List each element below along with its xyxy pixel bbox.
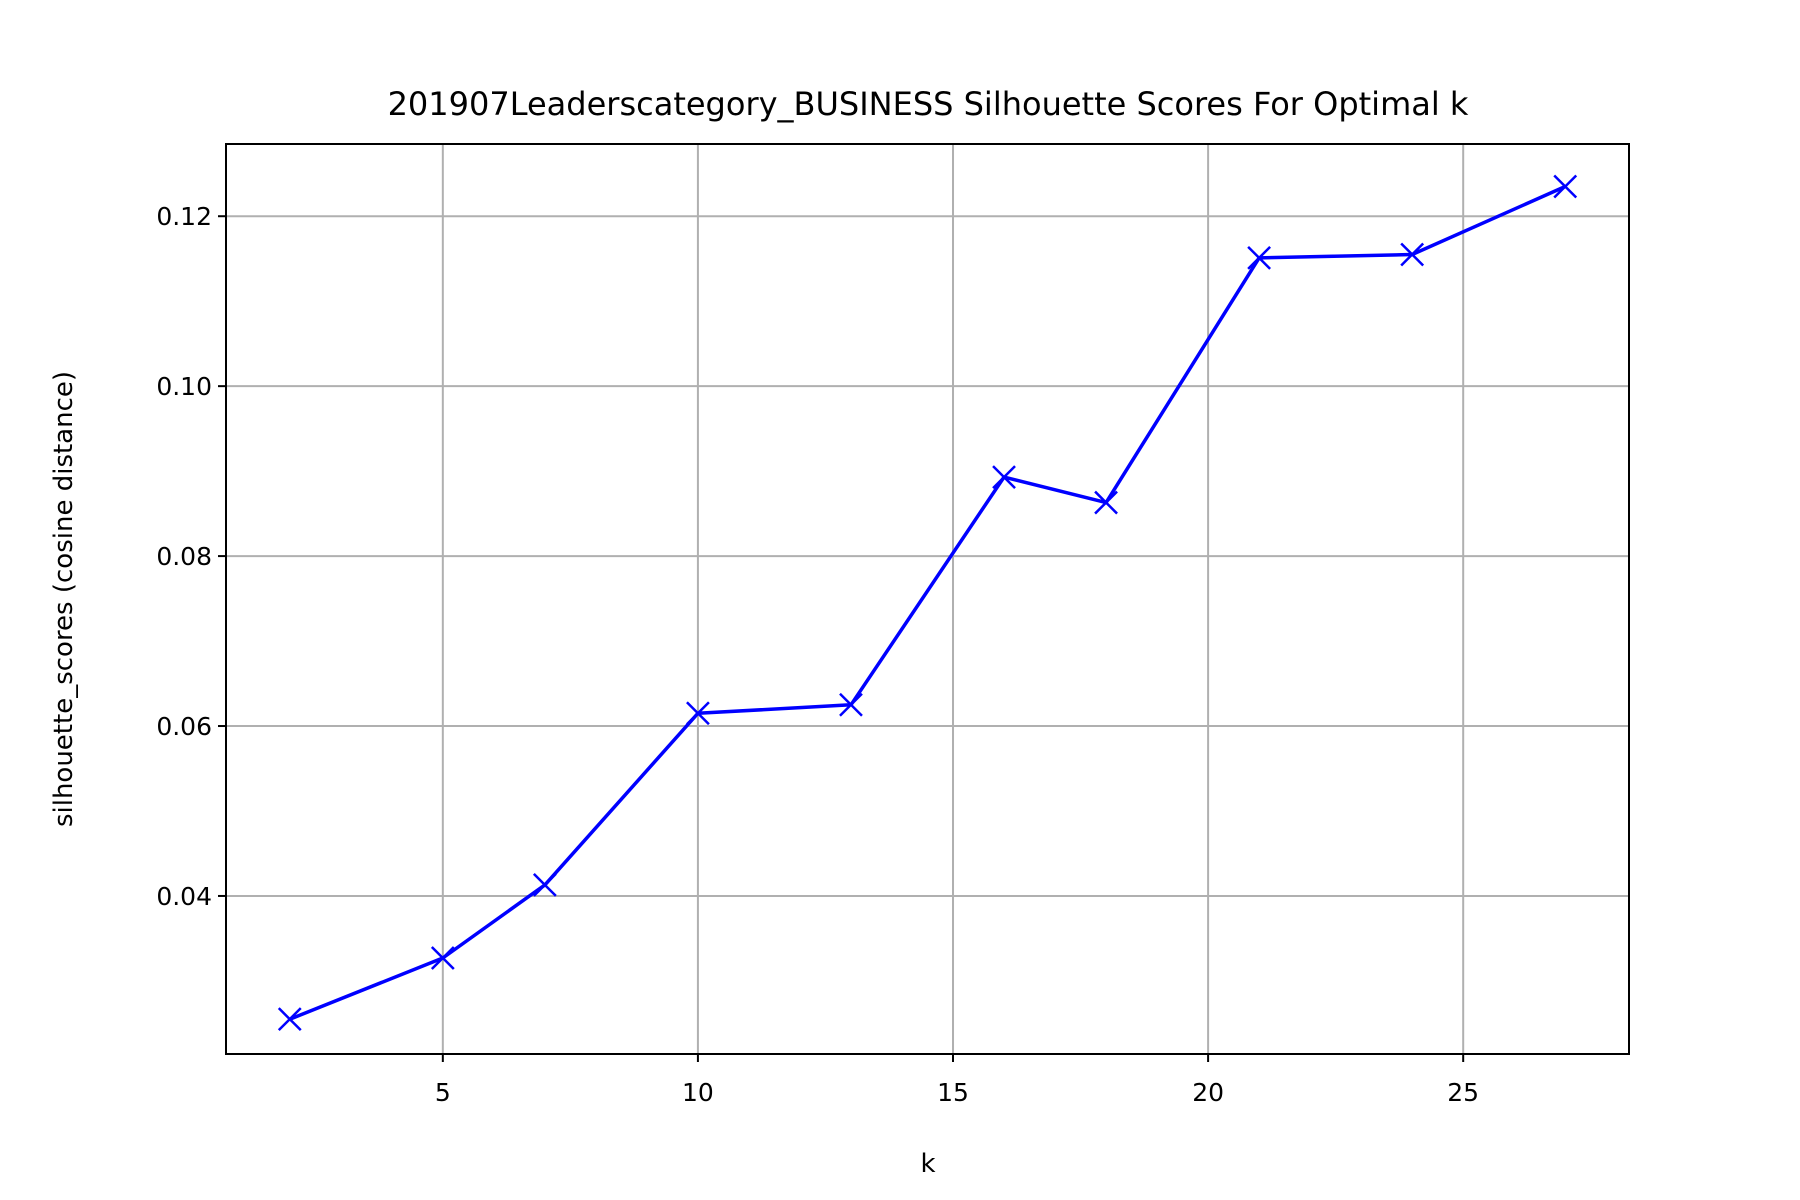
y-tick-label: 0.08 [156, 542, 212, 571]
marker-stroke [686, 701, 710, 726]
y-tick-label: 0.06 [156, 712, 212, 741]
data-point-marker [532, 873, 557, 897]
data-point-marker [839, 692, 863, 717]
data-point-marker [1094, 490, 1118, 515]
grid [226, 144, 1629, 1054]
y-axis-title: silhouette_scores (cosine distance) [49, 371, 79, 827]
y-tick-label: 0.12 [156, 202, 212, 231]
data-point-marker [430, 946, 455, 970]
marker-stroke [532, 873, 557, 897]
chart-title: 201907Leaderscategory_BUSINESS Silhouett… [388, 85, 1469, 123]
marker-stroke [1400, 242, 1425, 267]
y-tick-label: 0.10 [156, 372, 212, 401]
data-point-marker [1247, 245, 1272, 270]
marker-stroke [1553, 174, 1578, 199]
x-tick-label: 15 [937, 1078, 969, 1107]
data-point-marker [277, 1007, 302, 1032]
x-tick-label: 5 [435, 1078, 451, 1107]
plot-area-frame [225, 143, 1630, 1055]
series-line [289, 184, 1566, 1021]
ticks: 5 10 15 20 25 0.04 0.06 0.08 0.10 0.12 [156, 202, 1479, 1107]
marker-stroke [839, 692, 863, 717]
marker-stroke [277, 1007, 302, 1032]
marker-stroke [430, 946, 455, 970]
x-tick-label: 25 [1447, 1078, 1479, 1107]
data-point-marker [1400, 242, 1425, 267]
data-point-marker [1553, 174, 1578, 199]
marker-stroke [992, 465, 1016, 489]
x-tick-label: 10 [682, 1078, 714, 1107]
data-point-marker [686, 701, 710, 726]
data-point-marker [992, 465, 1016, 489]
x-axis-title: k [920, 1149, 935, 1179]
series-line-layer [289, 184, 1566, 1021]
marker-stroke [1247, 245, 1272, 270]
marker-stroke [1094, 490, 1118, 515]
marker-layer [277, 174, 1578, 1032]
y-tick-label: 0.04 [156, 882, 212, 911]
x-tick-label: 20 [1192, 1078, 1224, 1107]
